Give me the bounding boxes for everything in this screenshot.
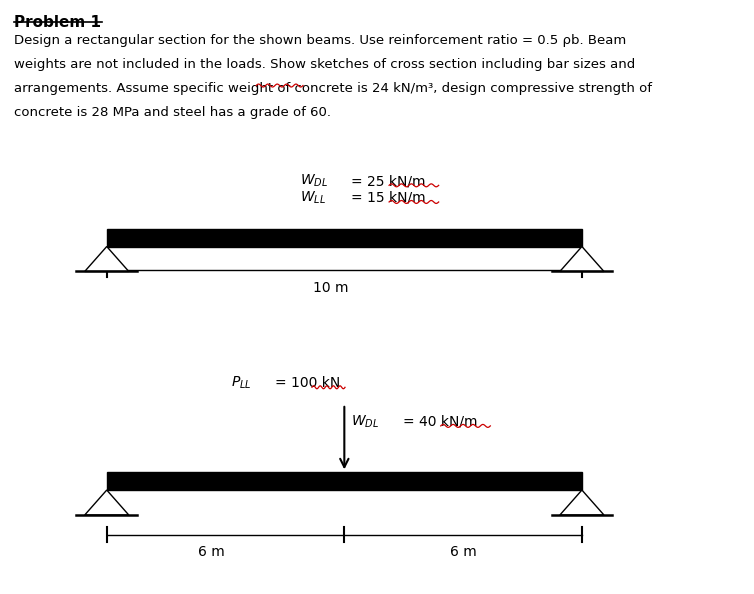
Text: $P_{LL}$: $P_{LL}$ (231, 375, 251, 391)
Text: 6 m: 6 m (198, 545, 225, 560)
Text: Problem 1: Problem 1 (14, 15, 101, 30)
Polygon shape (84, 490, 129, 515)
Text: arrangements. Assume specific weight of concrete is 24 kN/m³, design compressive: arrangements. Assume specific weight of … (14, 82, 651, 95)
Text: $W_{DL}$: $W_{DL}$ (351, 413, 379, 430)
Text: Design a rectangular section for the shown beams. Use reinforcement ratio = 0.5 : Design a rectangular section for the sho… (14, 34, 626, 48)
Bar (107, 472, 582, 490)
Text: 6 m: 6 m (449, 545, 477, 560)
Text: $W_{DL}$: $W_{DL}$ (299, 173, 327, 189)
Text: 10 m: 10 m (313, 281, 348, 295)
Text: = 25 kN/m: = 25 kN/m (351, 174, 426, 188)
Text: weights are not included in the loads. Show sketches of cross section including : weights are not included in the loads. S… (14, 58, 635, 71)
Text: = 40 kN/m: = 40 kN/m (403, 415, 477, 429)
Polygon shape (560, 247, 604, 271)
Polygon shape (84, 247, 129, 271)
Text: $W_{LL}$: $W_{LL}$ (299, 189, 326, 206)
Text: = 100 kN: = 100 kN (275, 376, 341, 390)
Polygon shape (560, 490, 604, 515)
Text: = 15 kN/m: = 15 kN/m (351, 191, 426, 205)
Text: concrete is 28 MPa and steel has a grade of 60.: concrete is 28 MPa and steel has a grade… (14, 106, 331, 119)
Bar (107, 229, 582, 247)
